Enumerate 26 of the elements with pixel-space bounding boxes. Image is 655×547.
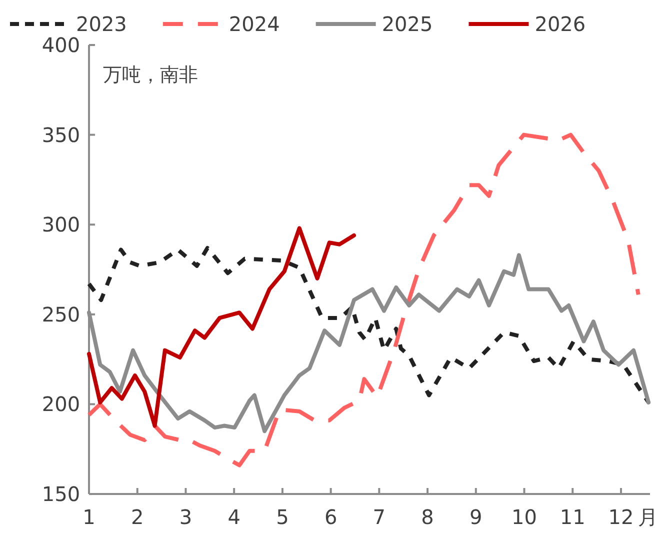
x-tick-label: 10 <box>512 505 537 529</box>
y-tick-label: 200 <box>42 392 80 416</box>
x-tick-label: 4 <box>228 505 240 529</box>
x-tick-label: 6 <box>324 505 338 529</box>
line-series <box>87 226 356 428</box>
x-tick-label: 5 <box>276 505 289 529</box>
x-axis-title: 月 <box>638 505 655 529</box>
x-tick-label: 3 <box>179 505 192 529</box>
x-tick-label: 8 <box>421 505 434 529</box>
x-tick-label: 11 <box>560 505 586 529</box>
y-tick-label: 300 <box>42 212 80 237</box>
legend-label: 2025 <box>382 12 433 36</box>
x-tick-label: 9 <box>470 505 482 529</box>
y-axis-title: 万吨，南非 <box>103 64 198 86</box>
legend-label: 2026 <box>534 12 586 36</box>
x-tick-label: 7 <box>372 505 386 529</box>
y-tick-label: 250 <box>42 302 80 326</box>
line-series <box>87 132 640 468</box>
legend-label: 2024 <box>228 12 280 36</box>
x-tick-label: 2 <box>130 505 144 529</box>
x-tick-label: 1 <box>82 505 96 529</box>
y-tick-label: 350 <box>42 122 80 147</box>
legend-label: 2023 <box>76 12 127 36</box>
x-tick-label: 12 <box>608 505 634 529</box>
y-tick-label: 400 <box>42 33 80 57</box>
y-tick-label: 150 <box>42 482 80 506</box>
